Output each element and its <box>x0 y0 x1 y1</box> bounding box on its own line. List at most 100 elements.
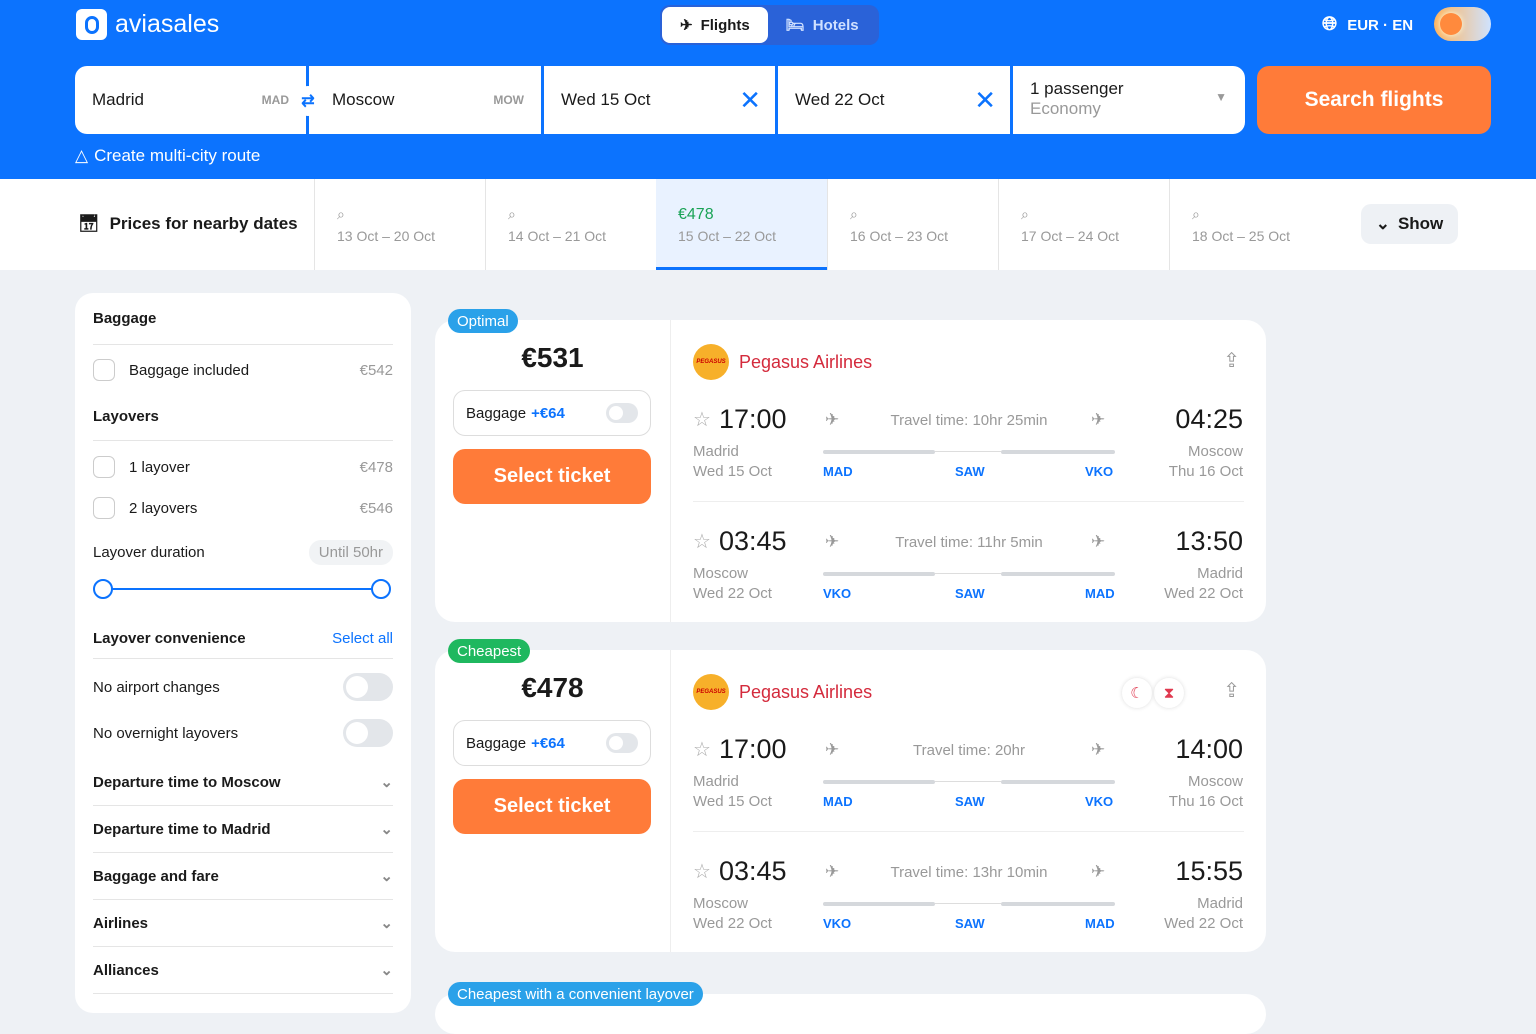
baggage-price: +€64 <box>531 734 565 752</box>
takeoff-icon: ✈ <box>825 740 840 759</box>
departure-time: 03:45 <box>718 856 787 886</box>
airport-code: SAW <box>955 464 985 479</box>
label: Layover duration <box>93 543 205 561</box>
select-all-link[interactable]: Select all <box>332 630 393 647</box>
two-layovers-checkbox[interactable]: 2 layovers €546 <box>93 493 393 523</box>
select-ticket-button[interactable]: Select ticket <box>453 449 651 504</box>
return-date-field[interactable]: Wed 22 Oct ✕ <box>778 66 1010 134</box>
origin-field[interactable]: Madrid MAD <box>75 66 306 134</box>
cabin-value: Economy <box>1030 99 1101 118</box>
departure-city: Moscow <box>693 895 749 912</box>
nearby-date-2[interactable]: €478 15 Oct – 22 Oct <box>656 179 827 270</box>
share-icon[interactable]: ⇪ <box>1223 680 1240 702</box>
arrival-city: Moscow <box>1187 773 1243 790</box>
toggle[interactable] <box>343 673 393 701</box>
section-label: Alliances <box>93 961 159 979</box>
date-price <box>1192 206 1340 224</box>
checkbox[interactable] <box>93 497 115 519</box>
chevron-down-icon: ⌄ <box>380 915 393 932</box>
filter-section-0[interactable]: Departure time to Moscow ⌄ <box>93 759 393 806</box>
show-button[interactable]: ⌄ Show <box>1361 204 1458 244</box>
multi-city-link[interactable]: △ Create multi-city route <box>75 146 260 166</box>
nearby-date-3[interactable]: ⌕ 16 Oct – 23 Oct <box>827 179 998 270</box>
search-icon: ⌕ <box>1192 206 1200 222</box>
destination-field[interactable]: Moscow MOW <box>309 66 541 134</box>
locale-button[interactable]: 🌐︎ EUR · EN <box>1322 14 1413 36</box>
brand-logo[interactable]: aviasales <box>76 9 219 40</box>
departure-city: Madrid <box>693 443 739 460</box>
pin-icon[interactable]: ☆ <box>693 409 711 431</box>
landing-icon: ✈ <box>1091 862 1106 881</box>
slider-handle-min[interactable] <box>93 579 113 599</box>
pin-icon[interactable]: ☆ <box>693 739 711 761</box>
arrival-date: Wed 22 Oct <box>1164 915 1243 932</box>
theme-toggle[interactable] <box>1434 7 1491 41</box>
ticket-badge: Cheapest <box>448 639 531 663</box>
bed-icon: 🛏 <box>785 17 805 34</box>
share-icon[interactable]: ⇪ <box>1223 350 1240 372</box>
clear-icon[interactable]: ✕ <box>739 84 761 115</box>
nearby-date-5[interactable]: ⌕ 18 Oct – 25 Oct <box>1169 179 1340 270</box>
hourglass-icon[interactable]: ⧗ <box>1154 678 1184 708</box>
date-range: 14 Oct – 21 Oct <box>508 228 607 244</box>
show-label: Show <box>1397 214 1444 233</box>
sun-icon <box>1440 13 1462 35</box>
arrival-time: 14:00 <box>1175 734 1243 764</box>
tab-flights[interactable]: ✈ Flights <box>662 7 768 43</box>
nearby-date-4[interactable]: ⌕ 17 Oct – 24 Oct <box>998 179 1169 270</box>
takeoff-icon: ✈ <box>825 532 840 551</box>
price: €478 <box>359 458 393 476</box>
label: No airport changes <box>93 678 220 696</box>
ticket-card[interactable]: €531 Baggage +€64 Select ticket PEGASUS Pe… <box>435 320 1266 622</box>
destination-code: MOW <box>493 93 524 107</box>
departure-date: Wed 15 Oct <box>693 463 772 480</box>
pin-icon[interactable]: ☆ <box>693 861 711 883</box>
clear-icon[interactable]: ✕ <box>974 84 996 115</box>
plane-icon: ✈ <box>680 17 693 34</box>
toggle[interactable] <box>606 733 638 753</box>
nearby-date-1[interactable]: ⌕ 14 Oct – 21 Oct <box>485 179 656 270</box>
nearby-date-0[interactable]: ⌕ 13 Oct – 20 Oct <box>314 179 485 270</box>
label: Baggage <box>466 404 527 422</box>
flight-leg: ☆ 03:45 Moscow Wed 22 Oct ✈ Travel time: 1… <box>693 856 1243 956</box>
return-value: Wed 22 Oct <box>795 90 885 109</box>
date-range: 15 Oct – 22 Oct <box>678 228 777 244</box>
airport-code: VKO <box>1085 464 1114 479</box>
duration-slider[interactable] <box>103 588 383 590</box>
checkbox[interactable] <box>93 359 115 381</box>
baggage-toggle[interactable]: Baggage +€64 <box>453 720 651 766</box>
no-airport-changes-toggle[interactable]: No airport changes <box>93 671 393 703</box>
baggage-toggle[interactable]: Baggage +€64 <box>453 390 651 436</box>
toggle[interactable] <box>606 403 638 423</box>
filter-section-3[interactable]: Airlines ⌄ <box>93 900 393 947</box>
chevron-down-icon: ⌄ <box>380 962 393 979</box>
swap-icon[interactable]: ⇄ <box>293 86 323 116</box>
price: €542 <box>359 361 393 379</box>
tab-hotels[interactable]: 🛏 Hotels <box>768 7 877 43</box>
departure-date: Wed 22 Oct <box>693 585 772 602</box>
date-price: €478 <box>678 206 714 223</box>
depart-date-field[interactable]: Wed 15 Oct ✕ <box>544 66 775 134</box>
ticket-card[interactable]: €478 Baggage +€64 Select ticket PEGASUS Pe… <box>435 650 1266 952</box>
filter-section-1[interactable]: Departure time to Madrid ⌄ <box>93 806 393 853</box>
search-flights-button[interactable]: Search flights <box>1257 66 1491 134</box>
select-ticket-button[interactable]: Select ticket <box>453 779 651 834</box>
filter-section-2[interactable]: Baggage and fare ⌄ <box>93 853 393 900</box>
no-overnight-toggle[interactable]: No overnight layovers <box>93 717 393 749</box>
filter-section-4[interactable]: Alliances ⌄ <box>93 947 393 994</box>
moon-icon[interactable]: ☾ <box>1122 678 1152 708</box>
airline-logo: PEGASUS <box>693 674 729 710</box>
checkbox[interactable] <box>93 456 115 478</box>
travel-time: Travel time: 13hr 10min <box>890 864 1048 881</box>
label: Baggage <box>466 734 527 752</box>
passengers-field[interactable]: 1 passenger Economy ▼ <box>1013 66 1245 134</box>
pin-icon[interactable]: ☆ <box>693 531 711 553</box>
landing-icon: ✈ <box>1091 410 1106 429</box>
takeoff-icon: ✈ <box>825 862 840 881</box>
baggage-included-checkbox[interactable]: Baggage included €542 <box>93 355 393 385</box>
date-price <box>850 206 998 224</box>
toggle[interactable] <box>343 719 393 747</box>
route-icon: △ <box>75 146 89 165</box>
one-layover-checkbox[interactable]: 1 layover €478 <box>93 452 393 482</box>
slider-handle-max[interactable] <box>371 579 391 599</box>
